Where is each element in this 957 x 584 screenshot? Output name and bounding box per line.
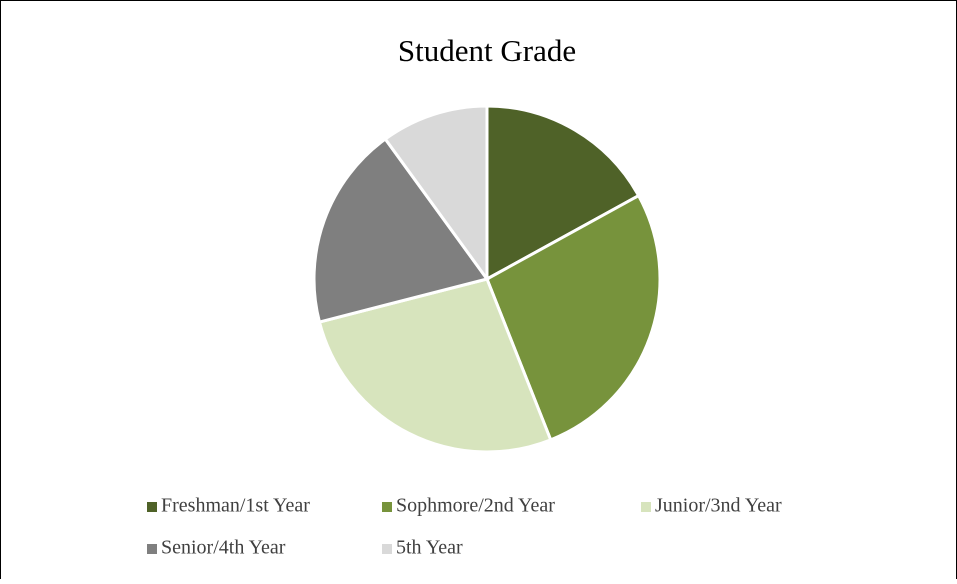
- legend-swatch: [382, 502, 392, 512]
- legend-label: Freshman/1st Year: [161, 495, 310, 517]
- chart-title: Student Grade: [398, 33, 576, 68]
- legend-label: Senior/4th Year: [161, 537, 286, 559]
- legend-label: 5th Year: [396, 537, 463, 559]
- pie-slice: [383, 104, 489, 284]
- pie-slice: [317, 277, 553, 454]
- legend-swatch: [147, 544, 157, 554]
- pie-slice: [485, 104, 641, 282]
- legend-swatch: [147, 502, 157, 512]
- legend-label: Sophmore/2nd Year: [396, 495, 555, 517]
- pie-slice: [485, 193, 662, 442]
- legend-label: Junior/3nd Year: [655, 495, 782, 517]
- legend-swatch: [641, 502, 651, 512]
- legend-swatch: [382, 544, 392, 554]
- pie-slice: [312, 136, 490, 324]
